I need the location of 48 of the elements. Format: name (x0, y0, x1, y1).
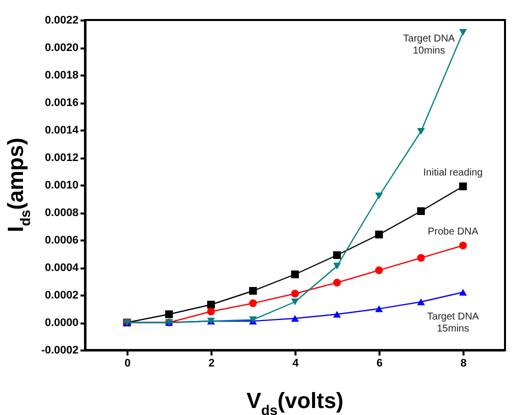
y-tick-label: 0.0014 (44, 124, 80, 136)
point (291, 290, 299, 298)
y-tick-label: 0.0022 (44, 14, 78, 26)
point (417, 128, 425, 135)
y-tick-label: 0.0018 (44, 70, 78, 82)
series-label: Probe DNA (428, 226, 479, 238)
point (417, 207, 425, 215)
y-tick-label: 0.0020 (44, 42, 78, 54)
y-tick-label: 0.0002 (44, 290, 78, 302)
point (207, 300, 215, 308)
point (291, 315, 299, 322)
series-label: Initial reading (423, 167, 483, 178)
point (417, 298, 425, 306)
point (459, 182, 467, 190)
series-label: Target DNA 10mins (403, 33, 456, 56)
point (375, 230, 383, 238)
x-tick-label: 0 (124, 358, 131, 370)
y-tick-label: 0.0004 (44, 262, 80, 274)
point (459, 29, 467, 36)
point (333, 262, 341, 270)
point (207, 308, 215, 316)
point (333, 310, 341, 318)
x-tick-label: 6 (376, 358, 383, 370)
point (333, 278, 341, 286)
point (417, 254, 425, 262)
point (375, 305, 383, 312)
point (249, 299, 257, 308)
point (375, 266, 383, 274)
point (249, 287, 257, 295)
y-axis-title: Ids(amps) (3, 138, 33, 232)
y-tick-label: 0.0012 (44, 152, 78, 164)
series-label: Target DNA 15mins (427, 311, 480, 334)
point (459, 288, 467, 296)
point (165, 310, 173, 318)
y-tick-label: 0.0006 (44, 234, 78, 246)
y-tick-label: 0.0008 (44, 207, 78, 219)
y-tick-label: -0.0002 (41, 344, 78, 356)
x-tick-label: 4 (292, 358, 300, 370)
x-tick-label: 8 (460, 358, 467, 370)
point (459, 242, 467, 250)
y-tick-label: 0.0010 (44, 180, 78, 192)
y-tick-label: 0.0016 (44, 97, 78, 109)
point (291, 270, 299, 278)
x-tick-label: 2 (208, 358, 215, 370)
point (333, 251, 341, 259)
point (375, 192, 383, 200)
y-tick-label: 0.0000 (44, 317, 78, 329)
point (291, 298, 299, 306)
